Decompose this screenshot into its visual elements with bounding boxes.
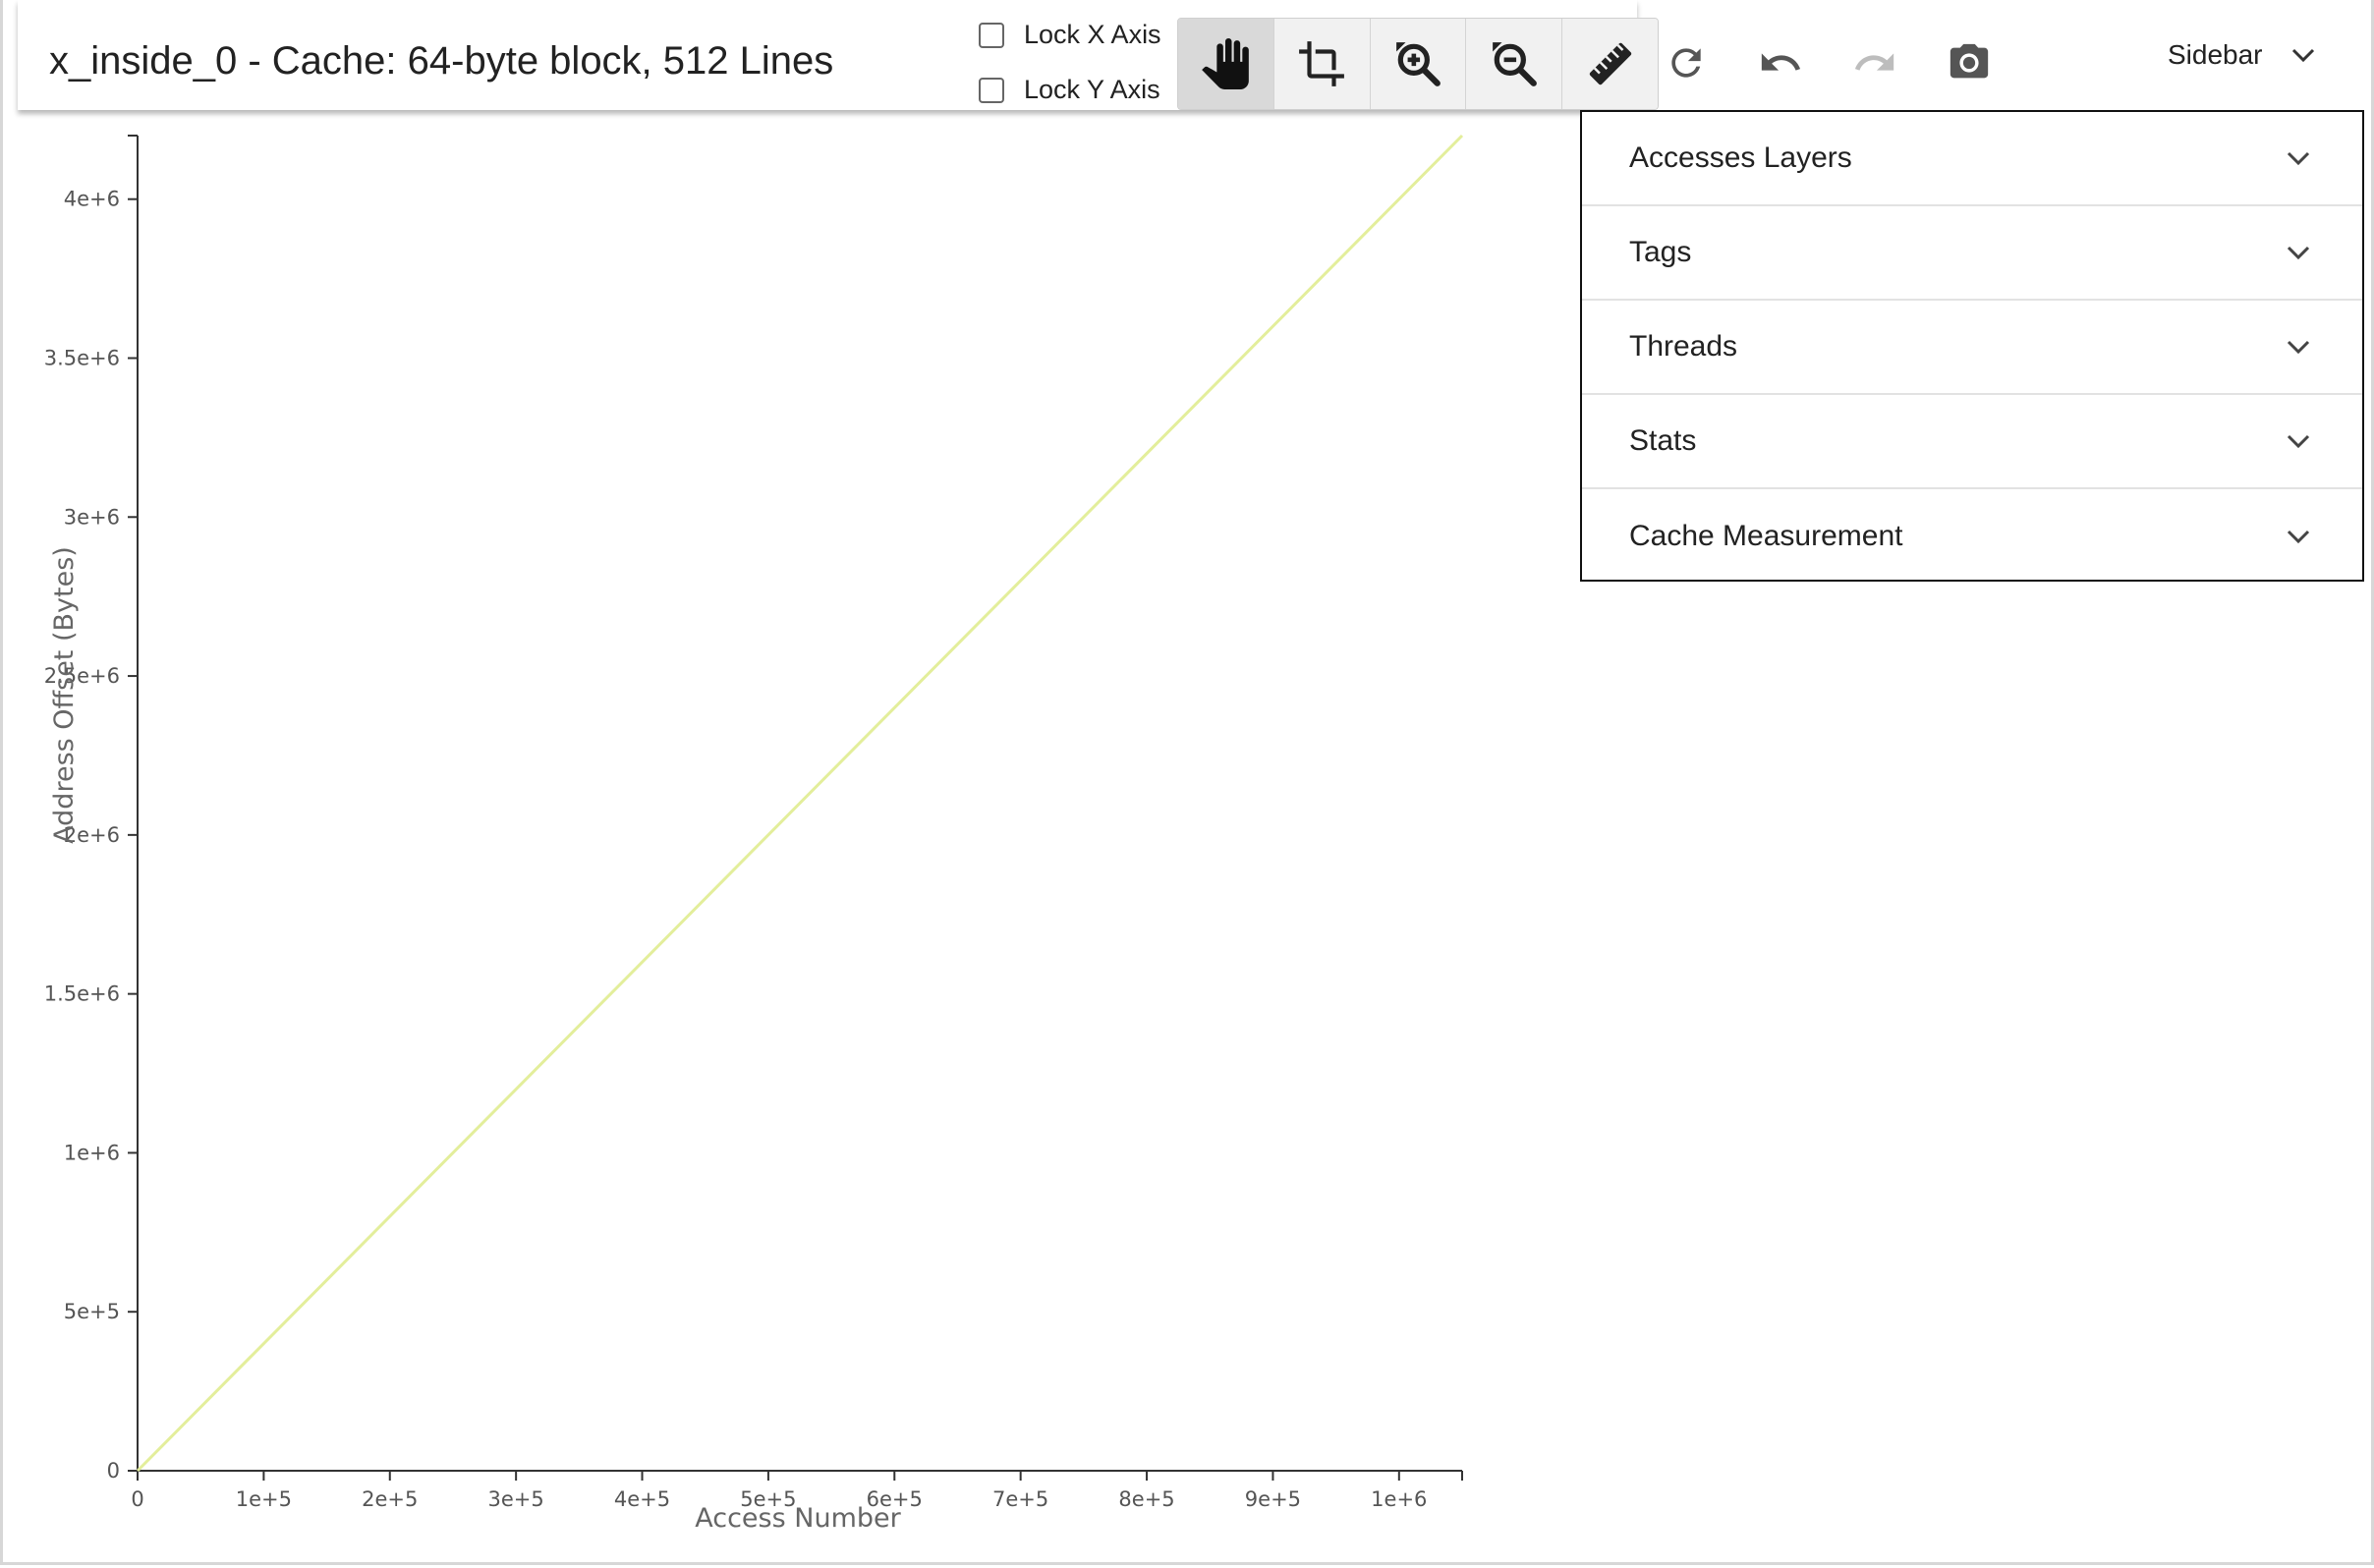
redo-icon	[1854, 53, 1894, 71]
y-tick-label: 2.5e+6	[44, 664, 120, 688]
x-tick-label: 7e+5	[992, 1487, 1048, 1511]
undo-button[interactable]	[1751, 35, 1810, 90]
y-tick-label: 3e+6	[64, 505, 120, 529]
chevron-down-icon	[2287, 340, 2310, 355]
accordion-threads[interactable]: Threads	[1582, 301, 2362, 395]
zoom-out-icon	[1492, 42, 1537, 86]
tool-group	[1177, 18, 1659, 110]
x-tick-label: 3e+5	[488, 1487, 544, 1511]
chevron-down-icon	[2291, 48, 2314, 63]
lock-y-axis-toggle[interactable]: Lock Y Axis	[979, 75, 1160, 105]
lock-x-axis-checkbox[interactable]	[979, 22, 1004, 48]
y-tick-label: 4e+6	[64, 188, 120, 211]
x-tick-label: 0	[131, 1487, 143, 1511]
camera-icon	[1950, 43, 1989, 79]
y-tick-label: 1.5e+6	[44, 982, 120, 1006]
zoom-out-tool-button[interactable]	[1466, 19, 1563, 109]
y-tick-label: 3.5e+6	[44, 347, 120, 370]
accordion-label: Accesses Layers	[1629, 141, 1852, 174]
screenshot-button[interactable]	[1940, 35, 1999, 90]
y-tick-label: 2e+6	[64, 823, 120, 847]
lock-x-axis-label: Lock X Axis	[1024, 20, 1161, 49]
x-tick-label: 1e+5	[236, 1487, 292, 1511]
refresh-button[interactable]	[1657, 35, 1716, 90]
accordion-accesses-layers[interactable]: Accesses Layers	[1582, 112, 2362, 206]
crop-icon	[1299, 41, 1345, 86]
zoom-in-tool-button[interactable]	[1370, 19, 1467, 109]
x-tick-label: 4e+5	[614, 1487, 670, 1511]
undo-icon	[1761, 53, 1801, 71]
lock-y-axis-label: Lock Y Axis	[1024, 75, 1160, 104]
sidebar-panel: Accesses Layers Tags Threads Stats Cache…	[1580, 110, 2364, 582]
series-line	[136, 134, 1464, 1473]
ruler-icon	[1589, 42, 1631, 85]
zoom-in-icon	[1396, 42, 1441, 86]
accordion-cache-measurement[interactable]: Cache Measurement	[1582, 489, 2362, 584]
page-title: x_inside_0 - Cache: 64-byte block, 512 L…	[49, 39, 834, 83]
accordion-stats[interactable]: Stats	[1582, 395, 2362, 489]
chevron-down-icon	[2287, 530, 2310, 544]
sidebar-toggle-button[interactable]: Sidebar	[2168, 39, 2316, 71]
x-axis-title: Access Number	[695, 1503, 901, 1534]
accordion-label: Tags	[1629, 236, 1692, 268]
y-tick-label: 1e+6	[64, 1141, 120, 1164]
accordion-label: Threads	[1629, 330, 1738, 363]
refresh-icon	[1671, 48, 1701, 78]
chevron-down-icon	[2287, 434, 2310, 449]
crop-tool-button[interactable]	[1273, 19, 1371, 109]
toolbar-header: x_inside_0 - Cache: 64-byte block, 512 L…	[18, 0, 1989, 110]
pan-tool-button[interactable]	[1178, 19, 1274, 109]
lock-y-axis-checkbox[interactable]	[979, 77, 1004, 103]
accordion-label: Stats	[1629, 424, 1697, 457]
sidebar-toggle-label: Sidebar	[2168, 39, 2263, 70]
accordion-tags[interactable]: Tags	[1582, 206, 2362, 301]
measure-tool-button[interactable]	[1562, 19, 1658, 109]
x-tick-label: 8e+5	[1118, 1487, 1174, 1511]
hand-pan-icon	[1202, 38, 1250, 89]
x-tick-label: 2e+5	[362, 1487, 418, 1511]
x-tick-label: 1e+6	[1371, 1487, 1427, 1511]
y-tick-label: 0	[107, 1459, 120, 1483]
x-tick-label: 6e+5	[867, 1487, 923, 1511]
lock-x-axis-toggle[interactable]: Lock X Axis	[979, 20, 1161, 50]
redo-button[interactable]	[1845, 35, 1904, 90]
accordion-label: Cache Measurement	[1629, 520, 1903, 552]
access-chart[interactable]: 0 5e+5 1e+6 1.5e+6 2e+6 2.5e+6 3e+6 3.5e+6 4e+6 0…	[0, 110, 1533, 1568]
y-axis-title: Address Offset (Bytes)	[49, 546, 80, 844]
x-tick-label: 9e+5	[1245, 1487, 1301, 1511]
x-tick-label: 5e+5	[740, 1487, 796, 1511]
y-tick-label: 5e+5	[64, 1300, 120, 1323]
chevron-down-icon	[2287, 151, 2310, 166]
chevron-down-icon	[2287, 246, 2310, 260]
